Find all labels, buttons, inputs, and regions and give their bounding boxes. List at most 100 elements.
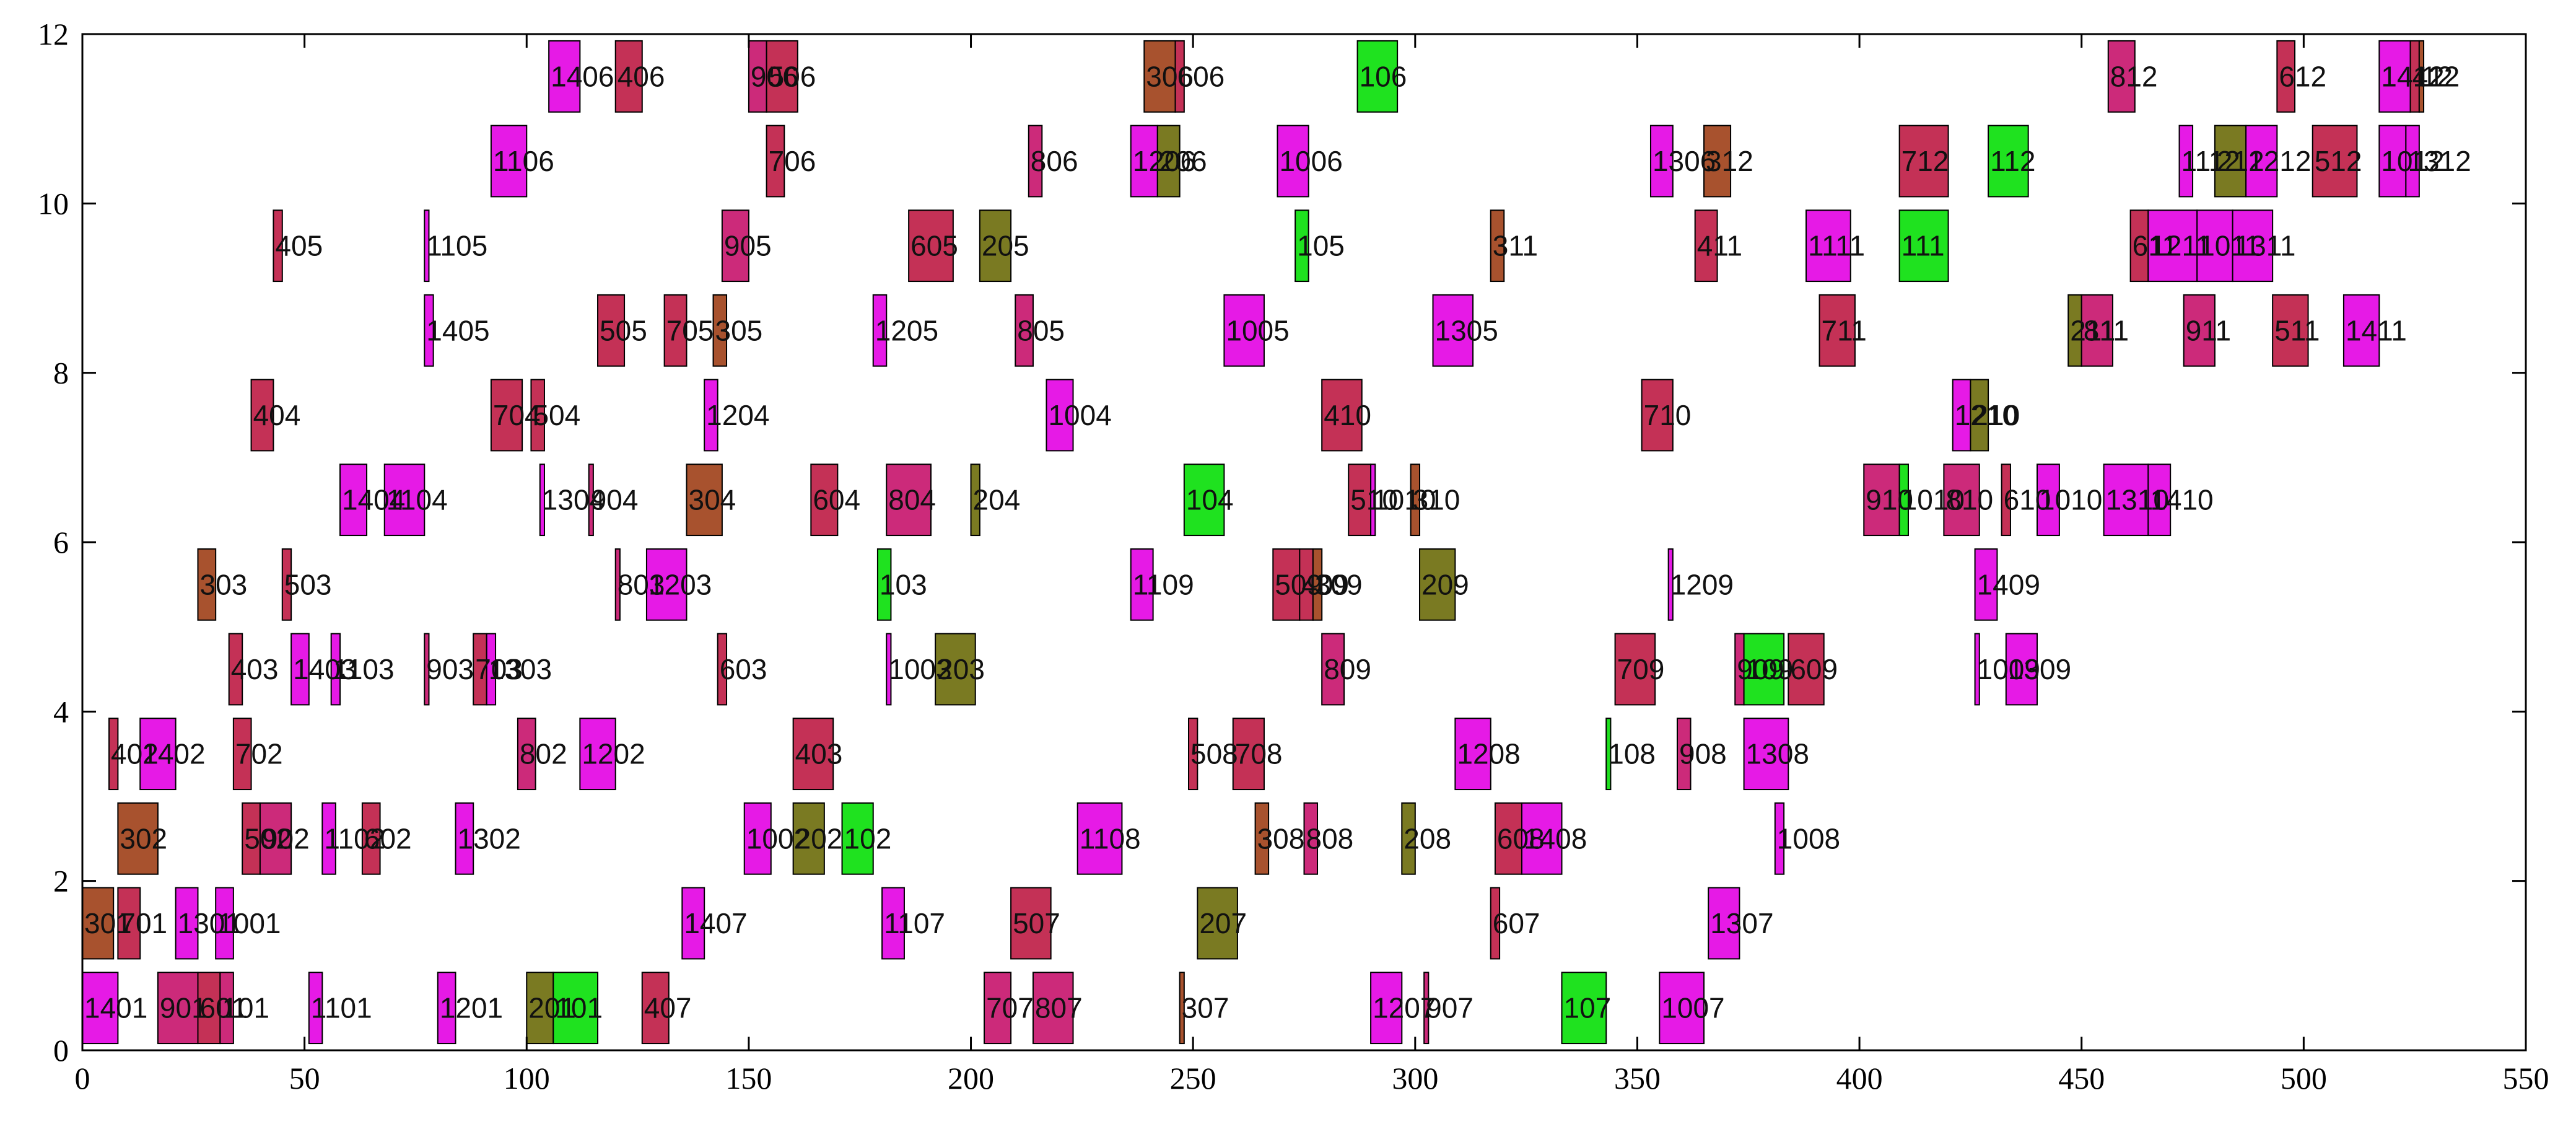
job-bar <box>1295 209 1309 283</box>
job-label: 803 <box>618 568 665 600</box>
job-bar <box>1454 718 1491 791</box>
job-bar <box>1321 633 1345 706</box>
job-bar <box>1321 379 1363 452</box>
job-label: 1209 <box>1670 568 1734 600</box>
job-bar <box>1401 802 1416 875</box>
x-tick-label: 500 <box>2281 1061 2327 1096</box>
job-label: 1211 <box>2150 230 2211 262</box>
job-label: 309 <box>1315 568 1363 600</box>
job-label: 111 <box>1901 230 1945 262</box>
job-label: 602 <box>364 822 412 854</box>
job-label: 1207 <box>1373 992 1436 1024</box>
job-label: 1410 <box>2150 484 2213 516</box>
job-label: 903 <box>426 653 474 685</box>
job-bar <box>2183 294 2216 367</box>
job-bar <box>1046 379 1074 452</box>
job-label: 504 <box>533 399 580 431</box>
job-label: 1402 <box>142 738 205 770</box>
job-bar <box>663 294 688 367</box>
job-label: 509 <box>1275 568 1322 600</box>
job-label: 512 <box>2315 145 2362 177</box>
x-tick-label: 400 <box>1836 1061 1883 1096</box>
job-label: 505 <box>600 314 647 346</box>
job-bar <box>490 125 528 198</box>
job-bar <box>2232 209 2274 283</box>
job-label: 604 <box>813 484 860 516</box>
job-bar <box>259 802 292 875</box>
y-tick-label: 0 <box>53 1033 69 1068</box>
job-label: 306 <box>1146 60 1194 92</box>
job-label: 906 <box>751 60 798 92</box>
job-bar <box>2005 633 2038 706</box>
job-bar <box>1641 379 1674 452</box>
job-label: 708 <box>1235 738 1283 770</box>
job-bar <box>766 40 798 113</box>
job-label: 1405 <box>426 314 489 346</box>
x-tick-label: 550 <box>2503 1061 2549 1096</box>
job-label: 807 <box>1035 992 1083 1024</box>
job-bar <box>2342 294 2380 367</box>
job-bar <box>2107 40 2136 113</box>
job-bar <box>704 379 718 452</box>
job-label: 208 <box>1404 822 1451 854</box>
job-bar <box>1561 972 1607 1045</box>
job-label: 207 <box>1199 907 1247 939</box>
job-bar <box>308 972 323 1045</box>
job-bar <box>886 463 932 537</box>
job-bar <box>614 40 643 113</box>
job-label: 1301 <box>178 907 241 939</box>
job-label: 703 <box>475 653 523 685</box>
job-bar <box>82 972 119 1045</box>
job-bar <box>1418 548 1456 621</box>
job-bar <box>881 887 905 960</box>
job-bar <box>548 40 581 113</box>
job-bar <box>1197 887 1238 960</box>
job-label: 1310 <box>2106 484 2169 516</box>
job-label: 701 <box>120 907 167 939</box>
job-bar <box>215 887 234 960</box>
job-bar <box>2405 125 2420 198</box>
job-label: 502 <box>244 822 292 854</box>
job-bar <box>2001 463 2011 537</box>
job-label: 307 <box>1182 992 1229 1024</box>
job-label: 1406 <box>551 60 614 92</box>
job-bar <box>1015 294 1034 367</box>
job-bar <box>1156 125 1181 198</box>
job-bar <box>517 718 536 791</box>
job-bar <box>2147 463 2172 537</box>
job-bar <box>2196 209 2233 283</box>
job-label: 404 <box>253 399 301 431</box>
job-label: 204 <box>973 484 1021 516</box>
job-bar <box>1988 125 2029 198</box>
job-bar <box>1667 548 1674 621</box>
job-label: 407 <box>644 992 692 1024</box>
job-bar <box>2378 40 2411 113</box>
job-label: 209 <box>1421 568 1469 600</box>
job-bar <box>645 548 688 621</box>
job-bar <box>748 40 767 113</box>
job-label: 1304 <box>542 484 605 516</box>
job-bar <box>1143 40 1176 113</box>
job-bar <box>1179 972 1185 1045</box>
job-label: 503 <box>284 568 332 600</box>
job-label: 1104 <box>386 484 448 516</box>
job-label: 1011 <box>2199 230 2260 262</box>
job-label: 1106 <box>493 145 554 177</box>
job-label: 101 <box>222 992 269 1024</box>
job-label: 908 <box>1679 738 1727 770</box>
job-bar <box>641 972 670 1045</box>
job-label: 711 <box>1822 314 1867 346</box>
job-label: 1208 <box>1457 738 1520 770</box>
job-bar <box>1649 125 1674 198</box>
job-bar <box>935 633 976 706</box>
job-label: 712 <box>1901 145 1949 177</box>
job-bar <box>1677 718 1692 791</box>
job-label: 910 <box>1866 484 1913 516</box>
job-label: 1010 <box>1901 484 1965 516</box>
job-bar <box>970 463 980 537</box>
x-tick-label: 100 <box>504 1061 550 1096</box>
job-label: 104 <box>1186 484 1234 516</box>
job-label: 611 <box>2133 230 2178 262</box>
